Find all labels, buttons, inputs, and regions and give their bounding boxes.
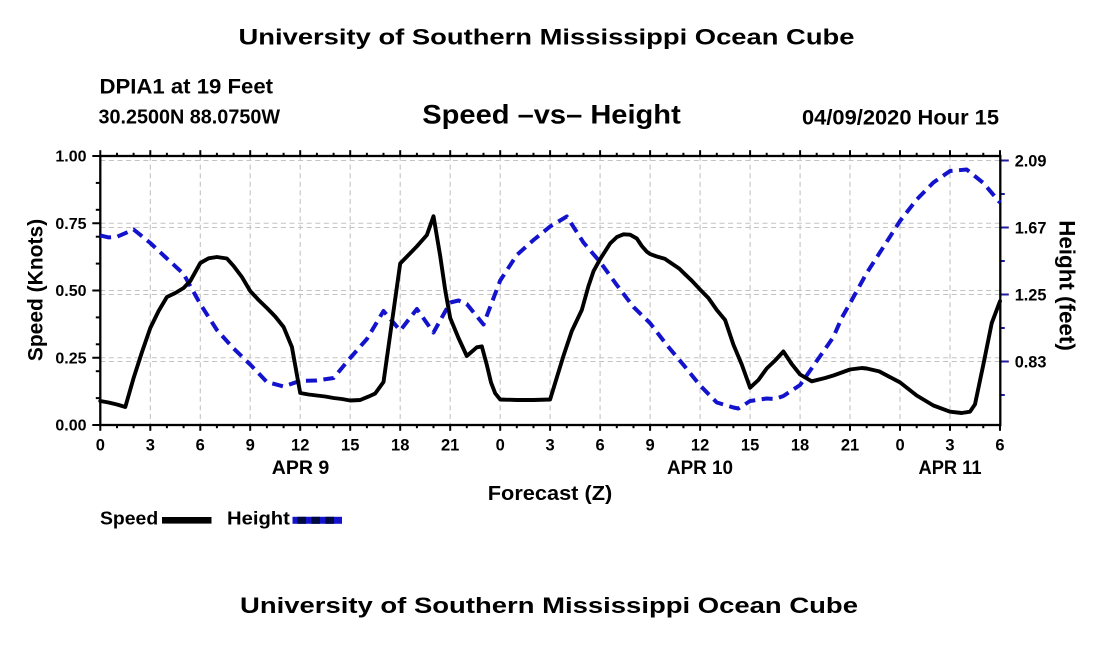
svg-text:0.75: 0.75	[55, 216, 86, 233]
svg-text:3: 3	[945, 437, 954, 455]
svg-text:3: 3	[146, 437, 155, 455]
svg-text:0.25: 0.25	[55, 350, 86, 367]
svg-text:Height: Height	[227, 509, 290, 529]
svg-text:9: 9	[246, 437, 255, 455]
svg-text:3: 3	[546, 437, 555, 455]
svg-text:9: 9	[646, 437, 655, 455]
svg-text:04/09/2020 Hour 15: 04/09/2020 Hour 15	[802, 106, 999, 129]
svg-text:0.83: 0.83	[1015, 353, 1047, 372]
svg-text:1.25: 1.25	[1015, 286, 1047, 305]
svg-text:1.67: 1.67	[1015, 219, 1047, 238]
svg-text:18: 18	[791, 437, 809, 455]
svg-text:Speed (Knots): Speed (Knots)	[25, 219, 48, 361]
svg-text:30.2500N 88.0750W: 30.2500N 88.0750W	[99, 107, 281, 129]
svg-text:0: 0	[96, 437, 105, 455]
svg-text:University of Southern Mississ: University of Southern Mississippi Ocean…	[240, 593, 858, 618]
svg-text:APR 9: APR 9	[272, 458, 330, 479]
svg-text:0.00: 0.00	[55, 418, 86, 435]
svg-text:Speed –vs– Height: Speed –vs– Height	[422, 99, 681, 129]
svg-text:15: 15	[741, 437, 759, 455]
svg-text:1.00: 1.00	[55, 149, 86, 166]
svg-text:6: 6	[995, 437, 1004, 455]
svg-text:APR 11: APR 11	[919, 458, 982, 479]
svg-text:12: 12	[691, 437, 709, 455]
svg-text:0: 0	[895, 437, 904, 455]
svg-text:6: 6	[596, 437, 605, 455]
svg-text:University of Southern Mississ: University of Southern Mississippi Ocean…	[239, 25, 855, 50]
svg-text:2.09: 2.09	[1015, 152, 1047, 171]
svg-text:21: 21	[841, 437, 859, 455]
svg-text:DPIA1 at 19 Feet: DPIA1 at 19 Feet	[100, 75, 274, 99]
svg-text:Forecast (Z): Forecast (Z)	[488, 482, 613, 505]
svg-text:APR 10: APR 10	[667, 458, 733, 479]
svg-text:0: 0	[496, 437, 505, 455]
svg-text:Speed: Speed	[100, 509, 158, 529]
svg-text:18: 18	[391, 437, 409, 455]
svg-text:15: 15	[341, 437, 359, 455]
svg-text:6: 6	[196, 437, 205, 455]
svg-text:Height (feet): Height (feet)	[1055, 220, 1080, 351]
svg-text:0.50: 0.50	[55, 283, 86, 300]
svg-text:21: 21	[441, 437, 459, 455]
svg-text:12: 12	[291, 437, 309, 455]
